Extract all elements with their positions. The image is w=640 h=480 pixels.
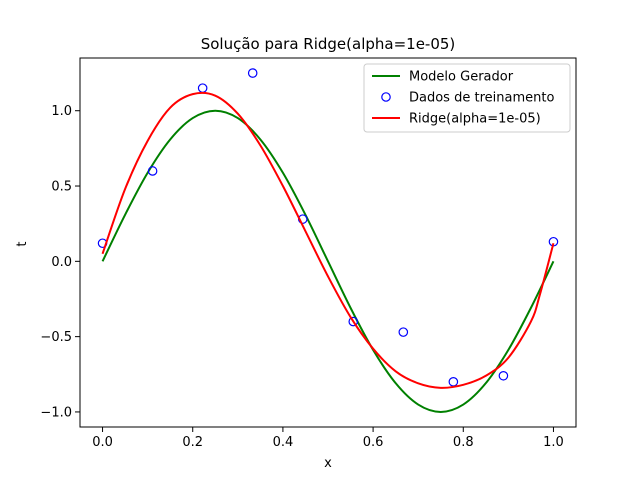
data-point (147, 166, 158, 176)
data-point (247, 68, 258, 78)
y-tick-label: 0.5 (51, 180, 72, 195)
x-axis-label: x (324, 456, 332, 471)
axes-frame (79, 57, 577, 428)
legend-marker-swatch (381, 92, 391, 102)
y-axis-label: t (15, 241, 30, 246)
y-tick-label: −0.5 (40, 330, 72, 345)
series-line-0 (101, 109, 555, 413)
chart-title: Solução para Ridge(alpha=1e-05) (201, 35, 456, 53)
data-point (498, 370, 509, 381)
x-tick-label: 0.0 (92, 435, 113, 450)
legend-entry-label: Modelo Gerador (409, 70, 514, 85)
y-tick-label: −1.0 (40, 405, 72, 420)
x-tick-label: 0.6 (363, 435, 384, 450)
legend-box (363, 63, 571, 133)
data-point (398, 327, 409, 337)
x-tick-label: 0.8 (453, 435, 474, 450)
y-tick-label: 1.0 (51, 104, 72, 119)
x-tick-label: 0.4 (273, 435, 294, 450)
series-line-2 (101, 91, 555, 389)
x-tick-label: 1.0 (543, 435, 564, 450)
legend-entry-label: Dados de treinamento (409, 91, 554, 106)
y-tick-label: 0.0 (51, 255, 72, 270)
legend: Modelo Gerador Dados de treinamento Ridge(… (363, 63, 571, 133)
data-point (348, 316, 359, 327)
x-tick-label: 0.2 (182, 435, 203, 450)
plot-area: 0.0 0.2 0.4 0.6 0.8 1.0 −1.0 −0.5 0.0 0.5 1.0 (40, 57, 577, 450)
legend-entry-label: Ridge(alpha=1e-05) (409, 112, 541, 127)
